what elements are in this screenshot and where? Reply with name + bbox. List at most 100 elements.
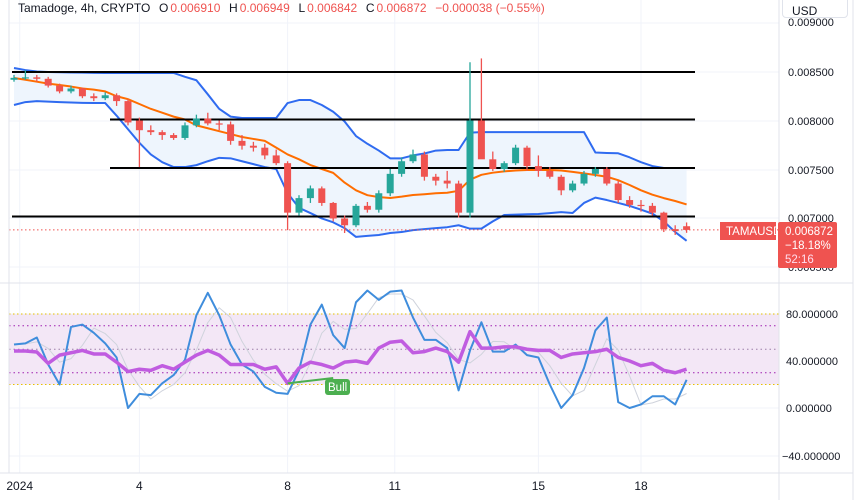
candle-body <box>683 226 691 230</box>
candle-body <box>534 166 542 171</box>
bull-annotation[interactable]: Bull <box>287 377 350 395</box>
symbol-tag: TAMAUSD <box>726 226 781 238</box>
candle <box>44 76 52 88</box>
candle-body <box>375 193 383 210</box>
stoch-line <box>13 289 688 409</box>
candle <box>284 161 292 231</box>
candle <box>238 135 246 150</box>
candle-body <box>432 176 440 181</box>
osc-tick: 0.000000 <box>786 403 832 415</box>
candle-body <box>477 120 485 160</box>
low-value: 0.006842 <box>307 1 358 15</box>
candle <box>683 222 691 233</box>
high-label: H <box>229 1 238 15</box>
candle <box>375 190 383 213</box>
candle-body <box>466 120 474 213</box>
candle-body <box>409 154 417 162</box>
close-label: C <box>365 1 375 15</box>
osc-tick: 80.000000 <box>786 309 838 321</box>
candle <box>204 112 212 126</box>
oscillator-pane[interactable] <box>9 289 779 409</box>
candle-body <box>78 88 86 97</box>
candle-body <box>272 155 280 164</box>
candle-body <box>44 78 52 86</box>
candle <box>523 145 531 171</box>
candle <box>648 202 656 216</box>
candle <box>534 155 542 177</box>
rsi-line <box>14 329 688 386</box>
bull-divergence-line <box>287 377 334 385</box>
candle <box>546 167 554 179</box>
candle-body <box>523 147 531 167</box>
candle-body <box>170 135 178 138</box>
oscillator-axis[interactable]: 80.000000 40.000000 0.000000 −40.000000 <box>782 309 840 463</box>
candle-body <box>500 163 508 169</box>
candle <box>135 117 143 168</box>
candle <box>329 201 337 222</box>
candle <box>21 70 29 80</box>
candle-body <box>10 77 18 80</box>
candle <box>409 149 417 164</box>
time-axis[interactable]: 2024 4 8 11 15 18 <box>6 479 648 493</box>
candle-body <box>329 202 337 219</box>
candle-body <box>546 170 554 177</box>
candle <box>614 180 622 203</box>
candle-body <box>341 218 349 226</box>
change-value: −0.000038 (−0.55%) <box>435 1 545 15</box>
candle-body <box>192 118 200 126</box>
candle <box>306 185 314 203</box>
candle <box>466 62 474 218</box>
candle <box>603 167 611 186</box>
candle-body <box>626 200 634 205</box>
bull-label: Bull <box>328 382 347 394</box>
candle-body <box>306 188 314 199</box>
candle-body <box>557 176 565 191</box>
candle-body <box>101 95 109 99</box>
candle <box>78 87 86 99</box>
candle <box>512 144 520 166</box>
candle <box>90 93 98 102</box>
time-label: 11 <box>389 479 402 493</box>
candle <box>580 170 588 186</box>
candle-body <box>603 169 611 184</box>
candle-body <box>386 173 394 194</box>
candle-body <box>204 118 212 124</box>
candle <box>489 151 497 171</box>
candle <box>181 122 189 140</box>
candle <box>477 58 485 160</box>
candle-body <box>420 154 428 177</box>
candle <box>158 130 166 140</box>
price-pane[interactable] <box>9 58 779 242</box>
candle <box>249 141 257 152</box>
candle <box>671 225 679 235</box>
last-price-tags: TAMAUSD 0.006872 −18.18% 52:16 <box>720 222 837 268</box>
candle <box>170 133 178 140</box>
price-tag-change: −18.18% <box>785 240 831 252</box>
candle-body <box>147 130 155 133</box>
symbol-legend[interactable]: Tamadoge, 4h, CRYPTO O 0.006910 H 0.006949… <box>18 1 547 15</box>
candle <box>261 143 269 160</box>
open-label: O <box>158 1 169 15</box>
candle <box>227 121 235 145</box>
bollinger-lower-line <box>13 100 688 242</box>
candle-body <box>352 205 360 226</box>
candle <box>272 149 280 166</box>
candle <box>192 114 200 128</box>
candle <box>455 180 463 218</box>
candle <box>420 151 428 181</box>
candle-body <box>67 88 75 92</box>
price-tag-countdown: 52:16 <box>785 254 814 266</box>
candle <box>318 186 326 206</box>
grid <box>9 0 779 473</box>
candle-body <box>591 169 599 174</box>
currency-button[interactable]: USD <box>782 0 848 18</box>
candle <box>363 201 371 213</box>
candle-body <box>489 159 497 169</box>
close-value: 0.006872 <box>376 1 427 15</box>
price-tick: 0.007500 <box>788 165 834 177</box>
candle <box>101 92 109 101</box>
time-label: 2024 <box>6 479 33 493</box>
candle <box>124 99 132 126</box>
candle <box>443 170 451 189</box>
